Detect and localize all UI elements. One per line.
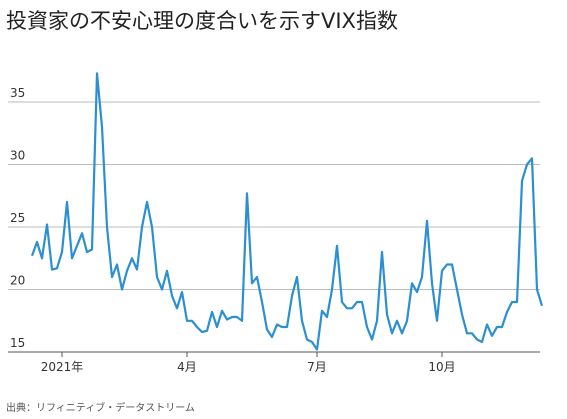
x-tick-label: 7月 xyxy=(307,360,327,374)
x-tick-label: 2021年 xyxy=(41,360,84,374)
chart-title: 投資家の不安心理の度合いを示すVIX指数 xyxy=(6,9,398,33)
x-tick-label: 10月 xyxy=(428,360,455,374)
line xyxy=(30,72,544,351)
y-tick-label: 20 xyxy=(10,274,25,288)
x-tick-label: 4月 xyxy=(177,360,197,374)
y-tick-label: 25 xyxy=(10,211,25,225)
y-tick-label: 30 xyxy=(10,149,25,163)
source: 出典：リフィニティブ・データストリーム xyxy=(6,401,195,414)
y-tick-label: 15 xyxy=(10,336,25,350)
y-tick-label: 35 xyxy=(10,86,25,100)
